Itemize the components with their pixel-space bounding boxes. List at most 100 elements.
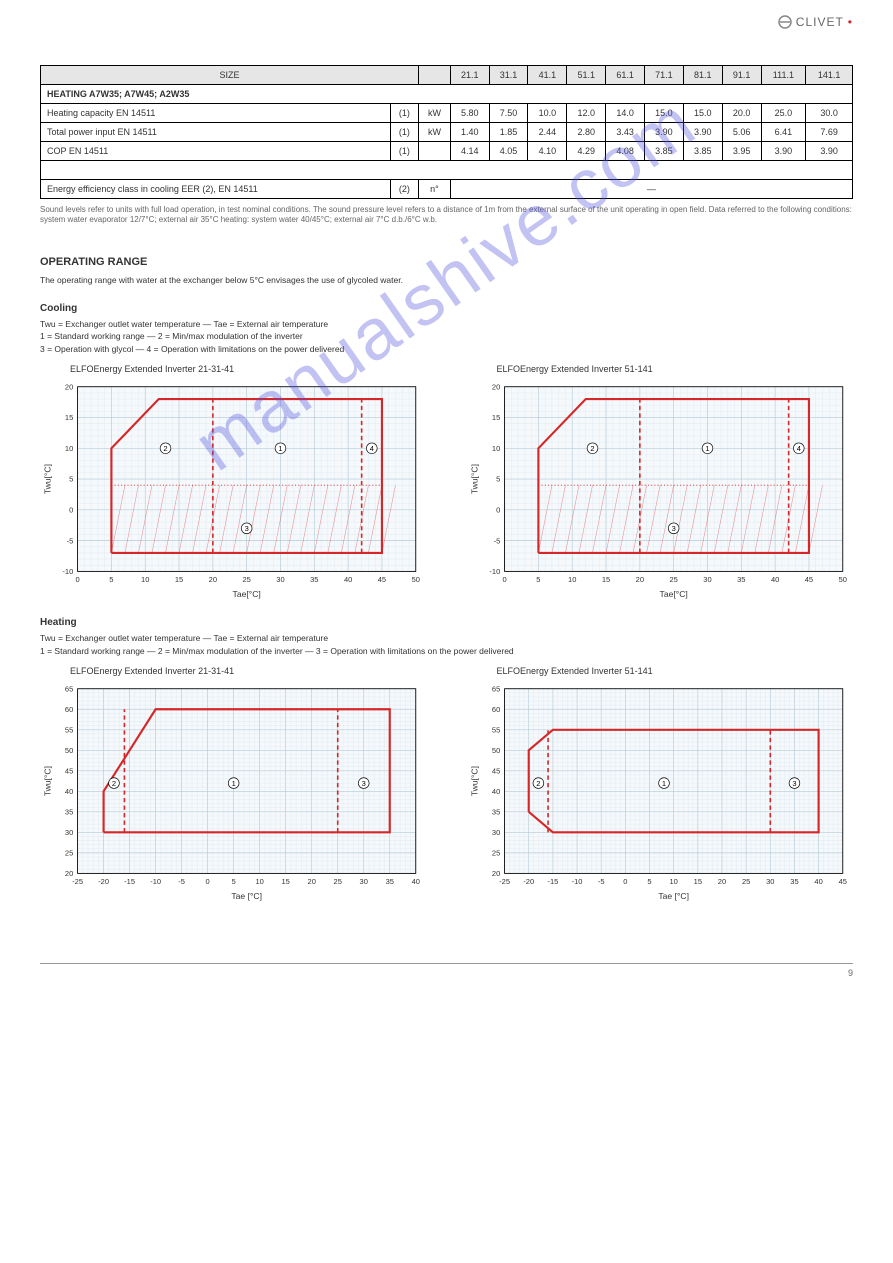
svg-text:1: 1 bbox=[705, 444, 709, 453]
heat-left-title: ELFOEnergy Extended Inverter 21-31-41 bbox=[40, 666, 427, 676]
table-footnote: Sound levels refer to units with full lo… bbox=[40, 205, 853, 226]
svg-text:10: 10 bbox=[491, 444, 499, 453]
svg-text:3: 3 bbox=[792, 779, 796, 788]
svg-text:10: 10 bbox=[256, 877, 264, 886]
svg-text:-5: -5 bbox=[178, 877, 185, 886]
svg-text:35: 35 bbox=[737, 575, 745, 584]
svg-text:45: 45 bbox=[804, 575, 812, 584]
cool-chart-right: ELFOEnergy Extended Inverter 51-141 1 2 3 4… bbox=[467, 364, 854, 601]
svg-text:Twu[°C]: Twu[°C] bbox=[469, 464, 479, 494]
page-container: CLIVET • SIZE 21.1 31.1 41.1 51.1 61.1 7… bbox=[0, 0, 893, 1018]
svg-text:60: 60 bbox=[65, 705, 73, 714]
svg-text:-5: -5 bbox=[493, 536, 500, 545]
cool-chart-left: ELFOEnergy Extended Inverter 21-31-41 12… bbox=[40, 364, 427, 601]
svg-text:5: 5 bbox=[496, 475, 500, 484]
row2-ref: (1) bbox=[390, 142, 419, 161]
svg-text:15: 15 bbox=[601, 575, 609, 584]
logo-dot: • bbox=[848, 15, 853, 29]
th-91: 91.1 bbox=[722, 66, 761, 85]
svg-text:5: 5 bbox=[647, 877, 651, 886]
th-141: 141.1 bbox=[806, 66, 853, 85]
svg-text:35: 35 bbox=[310, 575, 318, 584]
svg-text:45: 45 bbox=[838, 877, 846, 886]
svg-text:40: 40 bbox=[491, 787, 499, 796]
row1-unit: kW bbox=[419, 123, 451, 142]
svg-text:25: 25 bbox=[65, 848, 73, 857]
svg-text:-15: -15 bbox=[547, 877, 558, 886]
svg-text:50: 50 bbox=[65, 746, 73, 755]
svg-text:-25: -25 bbox=[499, 877, 510, 886]
cool-left-svg: 123405101520253035404550-10-505101520Tae… bbox=[40, 376, 427, 601]
th-31: 31.1 bbox=[489, 66, 528, 85]
svg-text:15: 15 bbox=[65, 413, 73, 422]
svg-text:0: 0 bbox=[69, 505, 73, 514]
svg-text:3: 3 bbox=[245, 524, 249, 533]
svg-text:20: 20 bbox=[308, 877, 316, 886]
svg-text:1: 1 bbox=[232, 779, 236, 788]
svg-text:40: 40 bbox=[412, 877, 420, 886]
th-41: 41.1 bbox=[528, 66, 567, 85]
noterow-label: Energy efficiency class in cooling EER (… bbox=[41, 180, 391, 199]
noterow-ref: (2) bbox=[390, 180, 419, 199]
svg-text:15: 15 bbox=[693, 877, 701, 886]
svg-text:Twu[°C]: Twu[°C] bbox=[469, 766, 479, 796]
svg-text:35: 35 bbox=[386, 877, 394, 886]
svg-text:Twu[°C]: Twu[°C] bbox=[43, 766, 53, 796]
heat-chart-left: ELFOEnergy Extended Inverter 21-31-41 1 2… bbox=[40, 666, 427, 903]
table-row: Energy efficiency class in cooling EER (… bbox=[41, 180, 853, 199]
row2-unit bbox=[419, 142, 451, 161]
svg-text:20: 20 bbox=[717, 877, 725, 886]
svg-text:25: 25 bbox=[741, 877, 749, 886]
svg-text:45: 45 bbox=[491, 766, 499, 775]
operating-range-title: OPERATING RANGE bbox=[40, 256, 853, 268]
svg-text:-10: -10 bbox=[571, 877, 582, 886]
th-81: 81.1 bbox=[683, 66, 722, 85]
svg-text:10: 10 bbox=[669, 877, 677, 886]
noterow-unit: n° bbox=[419, 180, 451, 199]
cooling-subtitle: Cooling bbox=[40, 303, 853, 314]
svg-text:0: 0 bbox=[206, 877, 210, 886]
svg-text:-5: -5 bbox=[597, 877, 604, 886]
svg-text:-10: -10 bbox=[62, 567, 73, 576]
heating-subtitle: Heating bbox=[40, 617, 853, 628]
svg-text:55: 55 bbox=[65, 725, 73, 734]
cool-right-title: ELFOEnergy Extended Inverter 51-141 bbox=[467, 364, 854, 374]
heating-charts-row: ELFOEnergy Extended Inverter 21-31-41 1 2… bbox=[40, 666, 853, 903]
svg-text:35: 35 bbox=[491, 807, 499, 816]
page-number: 9 bbox=[40, 968, 853, 978]
svg-text:2: 2 bbox=[590, 444, 594, 453]
svg-text:5: 5 bbox=[69, 475, 73, 484]
cool-left-title: ELFOEnergy Extended Inverter 21-31-41 bbox=[40, 364, 427, 374]
svg-text:20: 20 bbox=[491, 382, 499, 391]
svg-text:25: 25 bbox=[491, 848, 499, 857]
brand-logo: CLIVET • bbox=[778, 15, 853, 29]
svg-text:3: 3 bbox=[362, 779, 366, 788]
svg-text:10: 10 bbox=[141, 575, 149, 584]
svg-text:Tae [°C]: Tae [°C] bbox=[231, 891, 262, 901]
logo-icon bbox=[778, 15, 792, 29]
svg-text:50: 50 bbox=[838, 575, 846, 584]
svg-text:1: 1 bbox=[278, 444, 282, 453]
svg-text:3: 3 bbox=[671, 524, 675, 533]
svg-text:30: 30 bbox=[65, 828, 73, 837]
section-heating: HEATING A7W35; A7W45; A2W35 bbox=[41, 85, 853, 104]
svg-text:15: 15 bbox=[491, 413, 499, 422]
svg-text:30: 30 bbox=[276, 575, 284, 584]
svg-text:40: 40 bbox=[65, 787, 73, 796]
heat-left-svg: 123-25-20-15-10-505101520253035402025303… bbox=[40, 678, 427, 903]
heat-right-title: ELFOEnergy Extended Inverter 51-141 bbox=[467, 666, 854, 676]
th-size: SIZE bbox=[41, 66, 419, 85]
footer-rule bbox=[40, 963, 853, 964]
row1-ref: (1) bbox=[390, 123, 419, 142]
svg-text:-20: -20 bbox=[523, 877, 534, 886]
cooling-charts-row: ELFOEnergy Extended Inverter 21-31-41 1 2… bbox=[40, 364, 853, 601]
heating-legend: Twu = Exchanger outlet water temperature… bbox=[40, 632, 853, 658]
operating-range-body: The operating range with water at the ex… bbox=[40, 274, 853, 287]
svg-text:-10: -10 bbox=[150, 877, 161, 886]
svg-text:35: 35 bbox=[790, 877, 798, 886]
svg-text:20: 20 bbox=[491, 869, 499, 878]
svg-text:65: 65 bbox=[65, 684, 73, 693]
logo-text: CLIVET bbox=[796, 15, 844, 29]
svg-text:0: 0 bbox=[75, 575, 79, 584]
svg-text:50: 50 bbox=[412, 575, 420, 584]
